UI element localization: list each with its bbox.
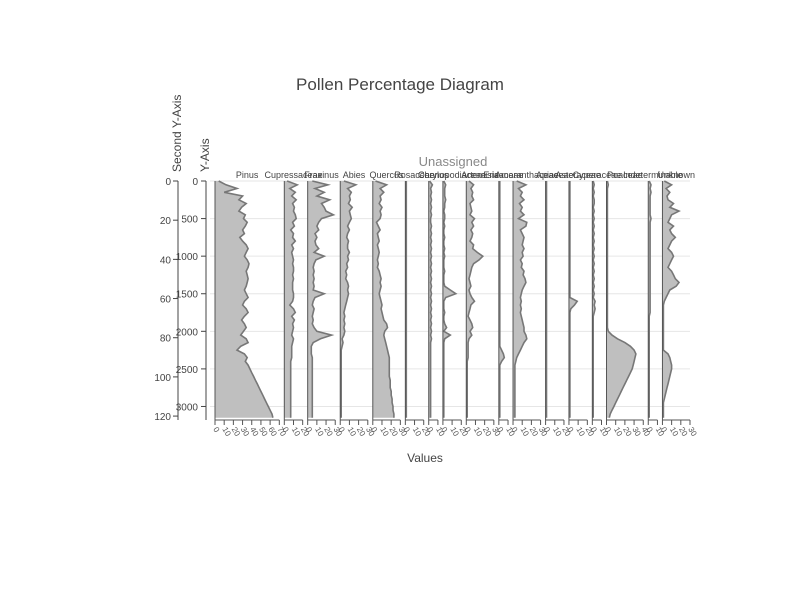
series-line: [662, 180, 681, 418]
x-tick-label: 0: [281, 426, 291, 435]
y2-tick-label: 120: [154, 412, 171, 423]
taxon-label: Unknown: [657, 170, 695, 180]
x-tick-label: 0: [495, 426, 505, 435]
taxon-label: Artemisia: [461, 170, 499, 180]
x-axis-title: Values: [407, 451, 443, 465]
series-line: [499, 181, 506, 418]
x-tick-label: 0: [211, 426, 221, 435]
x-tick-label: 0: [304, 426, 314, 435]
taxon-label: Corylus: [418, 170, 449, 180]
taxon-label: Pinus: [236, 170, 259, 180]
y-tick-label: 2500: [176, 365, 199, 376]
series-line: [310, 180, 336, 418]
chart-title: Pollen Percentage Diagram: [296, 75, 504, 94]
y-tick-label: 1500: [176, 290, 199, 301]
second-y-axis-title: Second Y-Axis: [170, 95, 184, 172]
x-tick-label: 0: [337, 426, 347, 435]
taxon-label: Asteraceae: [555, 170, 601, 180]
y2-tick-label: 80: [160, 334, 172, 345]
series-line: [592, 180, 596, 418]
taxon-label: Abies: [343, 170, 366, 180]
taxon-label: Ericaceae: [483, 170, 523, 180]
x-tick-label: 0: [439, 426, 449, 435]
x-tick-label: 0: [542, 426, 552, 435]
y2-tick-label: 0: [165, 177, 171, 188]
taxon-label: Cyperaceae: [573, 170, 622, 180]
x-tick-label: 0: [369, 426, 379, 435]
y-axis-title: Y-Axis: [198, 138, 212, 172]
series-line: [514, 180, 528, 418]
series-area: [662, 181, 679, 418]
taxon-label: Rosaceae: [394, 170, 435, 180]
series-line: [375, 180, 395, 418]
x-tick-label: 0: [565, 426, 575, 435]
y-tick-label: 0: [192, 177, 198, 188]
group-label: Unassigned: [419, 154, 488, 169]
y-tick-label: 2000: [176, 327, 199, 338]
series-line: [286, 180, 300, 418]
series-area: [307, 181, 334, 418]
series-area: [340, 181, 356, 418]
x-tick-label: 0: [589, 426, 599, 435]
series-area: [466, 181, 483, 418]
x-tick-label: 0: [402, 426, 412, 435]
y2-tick-label: 100: [154, 373, 171, 384]
series-line: [569, 181, 579, 418]
taxon-label: Amaranthaceae: [495, 170, 559, 180]
x-tick-label: 0: [509, 426, 519, 435]
series-line: [428, 180, 434, 418]
y2-tick-label: 40: [160, 255, 172, 266]
x-tick-label: 0: [645, 426, 655, 435]
x-tick-label: 0: [659, 426, 669, 435]
series-line: [648, 180, 652, 418]
x-tick-label: 30: [686, 426, 699, 439]
y2-tick-label: 60: [160, 295, 172, 306]
taxon-label: Chenopodiaceae: [418, 170, 486, 180]
taxon-label: Quercus: [370, 170, 405, 180]
y-tick-label: 500: [181, 215, 198, 226]
x-tick-label: 0: [603, 426, 613, 435]
series-line: [218, 180, 274, 418]
series-line: [442, 180, 458, 418]
series-area: [215, 181, 273, 418]
y-tick-label: 1000: [176, 252, 199, 263]
y-tick-label: 3000: [176, 402, 199, 413]
taxon-label: Apiaceae: [536, 170, 574, 180]
series-area: [606, 181, 636, 418]
taxon-label: Indeterminable: [623, 170, 683, 180]
series-line: [340, 180, 359, 418]
taxon-label: Fraxinus: [304, 170, 339, 180]
series-line: [466, 180, 485, 418]
y2-tick-label: 20: [160, 216, 172, 227]
x-tick-label: 0: [425, 426, 435, 435]
taxon-label: Poaceae: [607, 170, 643, 180]
x-tick-label: 0: [463, 426, 473, 435]
taxon-label: Cupressaceae: [264, 170, 322, 180]
series-line: [606, 180, 637, 418]
